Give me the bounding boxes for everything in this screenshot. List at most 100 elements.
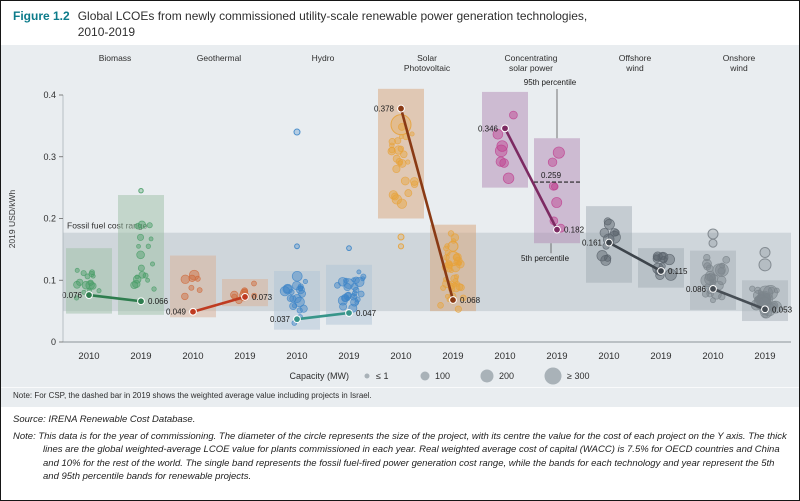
average-value-label: 0.115: [668, 267, 688, 276]
project-circle: [188, 270, 200, 281]
project-circle: [291, 303, 298, 309]
year-label: 2010: [598, 351, 619, 362]
year-label: 2010: [78, 351, 99, 362]
weighted-average-point: [85, 291, 93, 300]
project-circle: [596, 250, 608, 262]
project-circle: [502, 172, 515, 185]
project-circle: [81, 281, 91, 290]
project-circle: [74, 295, 80, 301]
project-circle: [138, 188, 144, 194]
project-circle: [282, 284, 293, 295]
weighted-average-line: [399, 108, 455, 301]
project-circle: [137, 221, 147, 230]
project-circle: [437, 302, 444, 309]
project-circle: [88, 271, 95, 278]
project-circle: [509, 111, 518, 120]
project-circle: [394, 137, 402, 145]
project-circle: [389, 142, 395, 149]
project-circle: [551, 197, 563, 209]
weighted-average-point: [449, 296, 457, 305]
project-circle: [450, 233, 460, 243]
project-circle: [405, 159, 411, 166]
average-value-label: 0.047: [356, 309, 377, 318]
project-circle: [454, 306, 462, 314]
weighted-average-point: [657, 267, 665, 276]
chart-panel: Fossil fuel cost range 0.076 0.066 0.049 0.0…: [1, 45, 799, 408]
chart-footnote: Note: For CSP, the dashed bar in 2019 sh…: [1, 387, 799, 407]
project-circle: [293, 128, 301, 136]
project-circle: [768, 287, 776, 295]
year-label: 2019: [650, 351, 671, 362]
project-circle: [89, 282, 97, 291]
project-circle: [547, 157, 558, 168]
percentile-band: [118, 195, 164, 316]
average-value-label: 0.068: [460, 296, 481, 305]
project-circle: [136, 250, 145, 260]
year-label: 2019: [234, 351, 255, 362]
project-circle: [603, 217, 612, 226]
project-circle: [701, 290, 710, 298]
project-circle: [452, 278, 459, 285]
figure-title-line2: 2010-2019: [77, 25, 136, 40]
project-circle: [292, 281, 302, 291]
project-circle: [397, 145, 405, 153]
project-circle: [759, 247, 771, 259]
project-circle: [360, 273, 367, 280]
project-circle: [341, 294, 350, 303]
average-value-label: 0.086: [686, 285, 707, 294]
average-value-label: 0.049: [166, 308, 187, 317]
year-label: 2010: [286, 351, 307, 362]
project-circle: [136, 244, 141, 250]
project-circle: [138, 271, 147, 279]
project-circle: [339, 303, 348, 311]
tech-header: Offshore: [619, 53, 652, 63]
tech-header: Onshore: [723, 53, 756, 63]
weighted-average-line: [712, 288, 766, 311]
capacity-legend-circle: [420, 371, 430, 381]
project-circle: [719, 263, 726, 269]
project-circle: [451, 283, 461, 293]
project-circle: [449, 268, 454, 274]
project-circle: [404, 189, 413, 198]
year-label: 2019: [442, 351, 463, 362]
project-circle: [134, 274, 140, 280]
project-circle: [145, 244, 151, 250]
tech-header: Solar: [417, 53, 437, 63]
weighted-average-point: [553, 226, 561, 234]
project-circle: [337, 277, 348, 287]
project-circle: [302, 279, 308, 285]
average-value-label: 0.182: [564, 226, 585, 235]
project-circle: [440, 285, 447, 292]
figure-title: Figure 1.2 Global LCOEs from newly commi…: [1, 1, 799, 45]
weighted-average-point: [345, 309, 353, 318]
project-circle: [89, 269, 95, 276]
project-circle: [388, 138, 396, 146]
project-circle: [350, 283, 359, 292]
project-circle: [444, 250, 451, 257]
project-circle: [279, 286, 290, 297]
project-circle: [453, 274, 460, 280]
year-label: 2019: [338, 351, 359, 362]
project-circle: [136, 234, 145, 242]
capacity-legend-item: 200: [499, 371, 514, 381]
project-circle: [397, 160, 403, 167]
project-circle: [297, 286, 304, 292]
project-circle: [399, 150, 408, 159]
project-circle: [773, 287, 780, 294]
capacity-legend-item: 100: [435, 371, 450, 381]
tech-header: Photovoltaic: [404, 63, 451, 73]
capacity-legend-item: ≤ 1: [376, 371, 388, 381]
project-circle: [391, 194, 402, 205]
y-tick-label: 0: [51, 337, 56, 347]
p95-label: 95th percentile: [524, 78, 577, 87]
project-circle: [410, 180, 419, 189]
project-circle: [196, 287, 203, 294]
figure-number: Figure 1.2: [13, 9, 70, 23]
project-circle: [299, 305, 308, 314]
weighted-average-point: [709, 285, 717, 294]
project-circle: [409, 131, 415, 137]
project-circle: [708, 239, 718, 249]
project-circle: [700, 274, 714, 288]
tech-header: Hydro: [312, 53, 335, 63]
